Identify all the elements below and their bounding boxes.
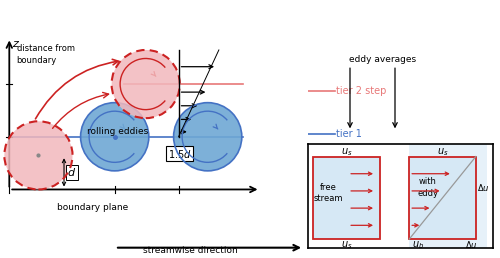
Text: free
stream: free stream	[314, 183, 344, 203]
FancyBboxPatch shape	[409, 144, 487, 248]
Ellipse shape	[80, 103, 149, 171]
Text: with
eddy: with eddy	[417, 178, 438, 198]
Text: $z$: $z$	[12, 39, 20, 50]
Text: $u_s$: $u_s$	[437, 146, 448, 158]
Ellipse shape	[174, 103, 242, 171]
Ellipse shape	[4, 121, 72, 189]
FancyBboxPatch shape	[313, 157, 380, 239]
Text: streamwise direction: streamwise direction	[142, 246, 238, 255]
Text: 1.5$d$: 1.5$d$	[168, 148, 192, 160]
Ellipse shape	[112, 50, 180, 118]
Text: rolling eddies: rolling eddies	[87, 127, 148, 136]
Text: tier 2 step: tier 2 step	[336, 86, 387, 96]
Text: eddy averages: eddy averages	[349, 55, 416, 64]
Text: $u_s$: $u_s$	[340, 239, 352, 251]
Text: $u_b$: $u_b$	[412, 239, 424, 251]
Text: tier 1: tier 1	[336, 129, 362, 139]
Text: $\Delta u$: $\Delta u$	[477, 182, 490, 193]
FancyBboxPatch shape	[409, 157, 476, 239]
Text: distance from
boundary: distance from boundary	[16, 44, 74, 64]
Text: $u_s$: $u_s$	[340, 146, 352, 158]
Text: boundary plane: boundary plane	[58, 203, 128, 212]
Text: $\Delta u$: $\Delta u$	[465, 239, 477, 250]
Text: $d$: $d$	[67, 166, 76, 179]
